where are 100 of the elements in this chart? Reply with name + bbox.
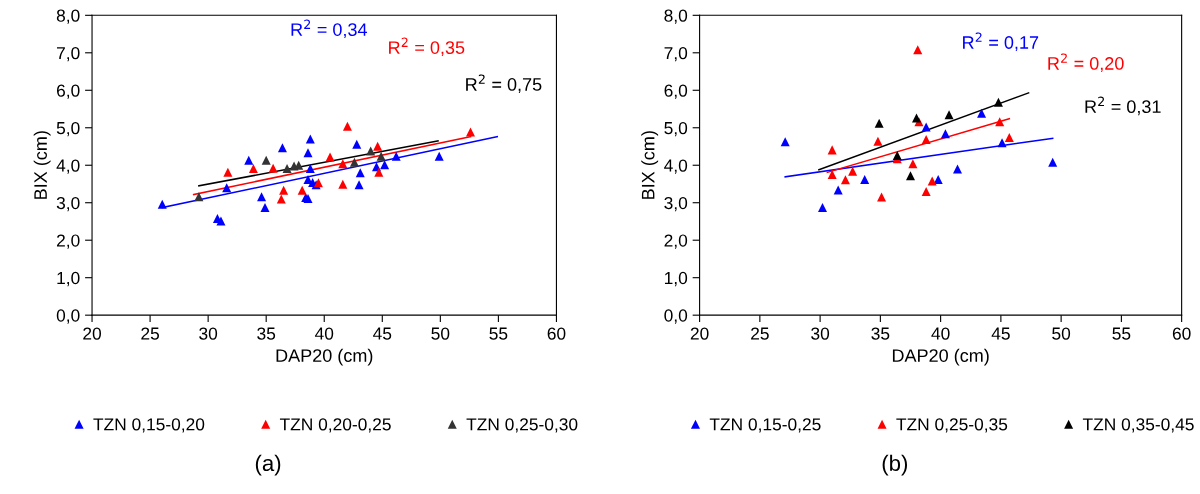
x-tick-label: 40 (931, 327, 950, 340)
x-tick-label: 60 (547, 327, 566, 340)
legend-label: TZN 0,20-0,25 (279, 418, 391, 433)
point (921, 186, 931, 196)
x-tick-label: 20 (83, 327, 102, 340)
point (282, 164, 292, 174)
point (260, 203, 270, 213)
y-tick-label: 3,0 (664, 196, 688, 212)
x-tick-label: 45 (373, 327, 392, 340)
point (223, 167, 233, 177)
point (944, 110, 954, 120)
x-tick-label: 40 (314, 327, 334, 340)
point (342, 121, 352, 131)
y-tick-label: 4,0 (56, 159, 80, 174)
point (818, 203, 828, 213)
y-axis-title: BIX (cm) (33, 131, 51, 199)
point (374, 167, 384, 177)
annotation: R$^{2}$ = 0,20 (1048, 53, 1124, 73)
point (338, 179, 348, 189)
text: (b) (882, 454, 908, 476)
point (892, 151, 902, 160)
point (244, 155, 254, 165)
point (940, 129, 950, 139)
point (257, 192, 267, 202)
legend-label: TZN 0,15-0,20 (93, 418, 205, 433)
y-tick-label: 6,0 (56, 84, 80, 99)
y-tick-label: 1,0 (664, 271, 688, 287)
point (997, 138, 1007, 148)
x-tick-label: 25 (141, 327, 160, 340)
point (905, 171, 915, 181)
point (848, 166, 858, 176)
y-tick-label: 8,0 (56, 9, 80, 24)
point (354, 180, 364, 190)
point (303, 148, 313, 158)
x-tick-label: 35 (871, 327, 890, 340)
point (993, 97, 1003, 107)
point (391, 151, 401, 161)
point (434, 151, 444, 161)
y-axis-title: BIX (cm) (641, 131, 659, 199)
x-tick-label: 50 (1052, 327, 1071, 340)
annotation: R$^{2}$ = 0,31 (1085, 96, 1161, 116)
point (297, 185, 307, 195)
y-tick-label: 1,0 (57, 271, 80, 287)
legend-label: TZN 0,15-0,25 (709, 418, 821, 433)
point (305, 134, 315, 144)
point (277, 143, 287, 153)
annotation: R$^{2}$ = 0,34 (291, 19, 367, 39)
point (908, 159, 918, 169)
x-tick-label: 55 (1112, 327, 1131, 340)
y-tick-label: 8,0 (664, 9, 688, 24)
point (921, 122, 931, 132)
x-tick-label: 50 (431, 327, 450, 340)
annotation: R$^{2}$ = 0,17 (963, 32, 1039, 52)
point (921, 134, 931, 144)
x-axis-title: DAP20 (cm) (276, 348, 373, 366)
point (912, 113, 922, 123)
y-tick-label: 4,0 (664, 159, 688, 174)
point (1048, 157, 1058, 167)
point (780, 137, 790, 147)
point (261, 155, 271, 165)
legend-label: TZN 0,25-0,30 (466, 418, 578, 433)
x-tick-label: 60 (1172, 327, 1191, 340)
annotation: R$^{2}$ = 0,35 (389, 37, 465, 57)
point (933, 174, 943, 184)
legend-label: TZN 0,35-0,45 (1082, 418, 1194, 433)
point (827, 170, 837, 180)
point (366, 146, 376, 156)
point (1004, 133, 1014, 143)
x-tick-label: 55 (489, 327, 508, 340)
x-tick-label: 20 (690, 327, 709, 340)
y-tick-label: 2,0 (56, 234, 80, 249)
x-tick-label: 35 (257, 327, 276, 340)
x-tick-label: 25 (751, 327, 769, 340)
point (466, 127, 476, 137)
point (373, 141, 383, 151)
point (268, 163, 278, 173)
point (352, 139, 362, 149)
x-axis-title: DAP20 (cm) (892, 348, 989, 366)
text: (a) (255, 454, 281, 476)
point (279, 185, 289, 195)
point (216, 216, 226, 226)
y-tick-label: 7,0 (664, 46, 688, 62)
y-tick-label: 3,0 (56, 196, 80, 212)
y-tick-label: 2,0 (664, 234, 688, 249)
point (873, 136, 883, 146)
y-tick-label: 5,0 (664, 121, 688, 137)
point (874, 118, 884, 128)
y-tick-label: 7,0 (56, 46, 80, 62)
legend-label: TZN 0,25-0,35 (896, 418, 1008, 433)
y-tick-label: 0,0 (664, 309, 688, 324)
point (248, 164, 258, 174)
point (877, 192, 887, 202)
point (977, 108, 987, 118)
point (349, 157, 359, 167)
point (860, 174, 870, 184)
y-tick-label: 5,0 (56, 121, 80, 137)
x-tick-label: 30 (199, 327, 218, 340)
y-tick-label: 6,0 (664, 84, 688, 99)
x-tick-label: 45 (991, 327, 1010, 340)
point (376, 151, 386, 161)
